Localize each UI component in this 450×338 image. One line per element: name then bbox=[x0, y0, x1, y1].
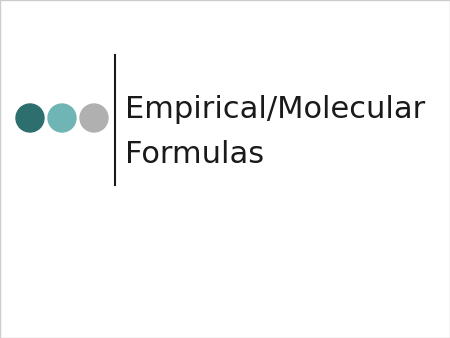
Circle shape bbox=[48, 104, 76, 132]
Circle shape bbox=[16, 104, 44, 132]
Circle shape bbox=[80, 104, 108, 132]
Text: Empirical/Molecular: Empirical/Molecular bbox=[125, 95, 425, 124]
Text: Formulas: Formulas bbox=[125, 140, 264, 169]
